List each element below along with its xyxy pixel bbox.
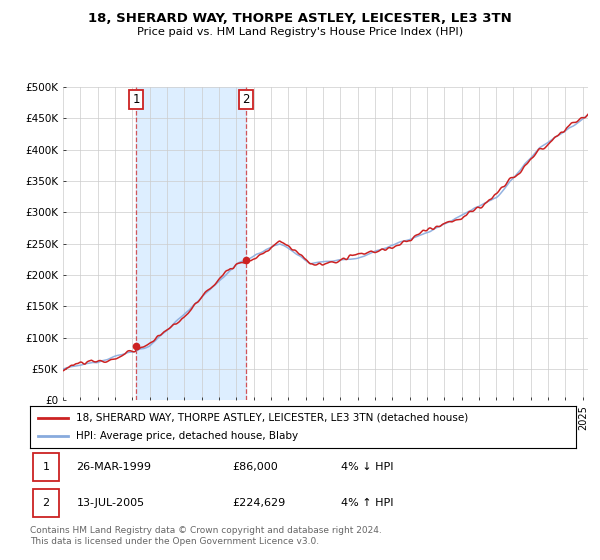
Text: Price paid vs. HM Land Registry's House Price Index (HPI): Price paid vs. HM Land Registry's House … xyxy=(137,27,463,37)
Text: £86,000: £86,000 xyxy=(232,462,278,472)
Text: 4% ↑ HPI: 4% ↑ HPI xyxy=(341,498,394,508)
Text: 18, SHERARD WAY, THORPE ASTLEY, LEICESTER, LE3 3TN: 18, SHERARD WAY, THORPE ASTLEY, LEICESTE… xyxy=(88,12,512,25)
Text: 2: 2 xyxy=(242,93,250,106)
Text: 18, SHERARD WAY, THORPE ASTLEY, LEICESTER, LE3 3TN (detached house): 18, SHERARD WAY, THORPE ASTLEY, LEICESTE… xyxy=(76,413,469,423)
FancyBboxPatch shape xyxy=(33,489,59,517)
Text: 13-JUL-2005: 13-JUL-2005 xyxy=(76,498,145,508)
Text: 1: 1 xyxy=(133,93,140,106)
Text: 1: 1 xyxy=(43,462,49,472)
Text: HPI: Average price, detached house, Blaby: HPI: Average price, detached house, Blab… xyxy=(76,431,299,441)
FancyBboxPatch shape xyxy=(33,453,59,480)
Text: Contains HM Land Registry data © Crown copyright and database right 2024.
This d: Contains HM Land Registry data © Crown c… xyxy=(30,526,382,546)
Text: 2: 2 xyxy=(42,498,49,508)
Text: £224,629: £224,629 xyxy=(232,498,285,508)
Text: 4% ↓ HPI: 4% ↓ HPI xyxy=(341,462,394,472)
Text: 26-MAR-1999: 26-MAR-1999 xyxy=(76,462,151,472)
Bar xyxy=(136,87,245,400)
